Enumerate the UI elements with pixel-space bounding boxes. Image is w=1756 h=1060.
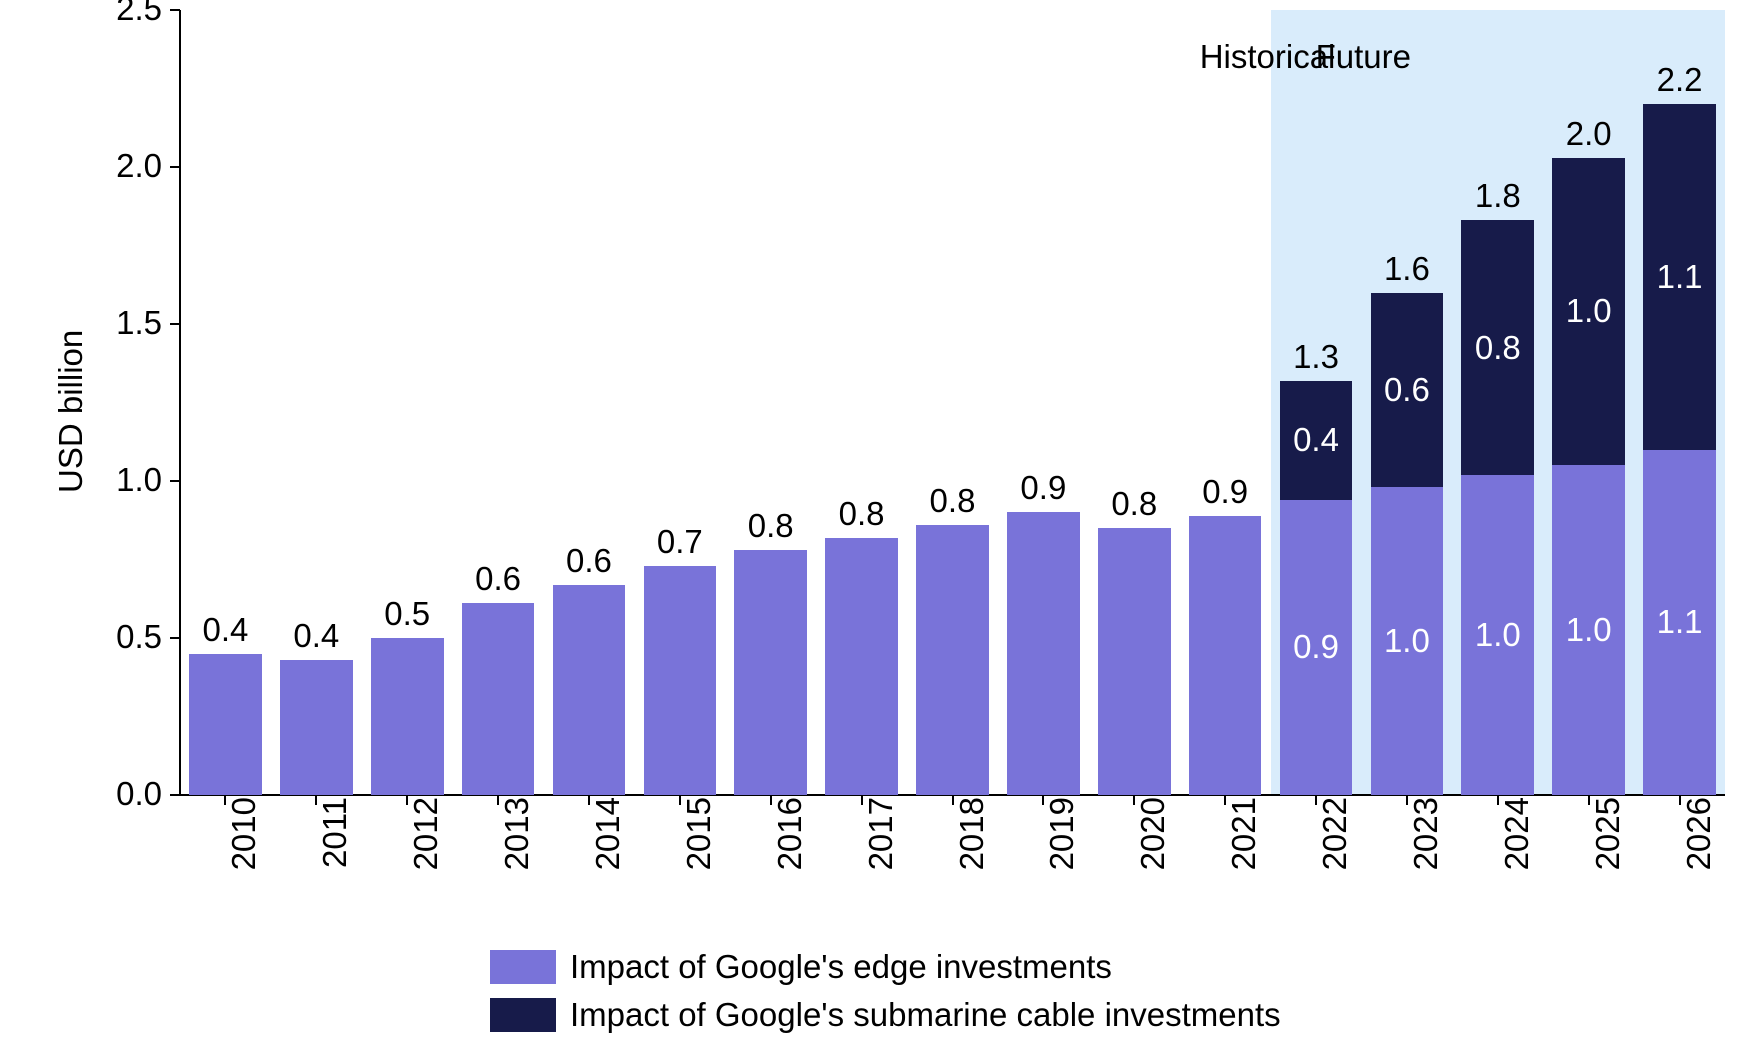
bar-segment-label-edge: 1.1 [1643,603,1716,641]
bar-total-label: 0.9 [997,469,1090,507]
legend-swatch-edge [490,950,556,984]
x-tick-label: 2015 [680,797,718,917]
y-tick-label: 2.5 [116,0,162,28]
y-tick-label: 0.0 [116,775,162,813]
bar-total-label: 0.8 [1088,485,1181,523]
bar-total-label: 2.2 [1633,61,1726,99]
legend-label: Impact of Google's edge investments [570,948,1112,986]
bar-segment-edge [280,660,353,795]
bar-total-label: 0.5 [361,595,454,633]
bar-total-label: 0.8 [815,495,908,533]
bar-segment-edge [734,550,807,795]
y-tick-mark [170,794,180,796]
bar-segment-edge [553,585,626,795]
x-tick-label: 2016 [771,797,809,917]
x-tick-label: 2012 [407,797,445,917]
bar-segment-label-submarine: 0.8 [1461,329,1534,367]
x-tick-label: 2017 [862,797,900,917]
x-tick-label: 2025 [1589,797,1627,917]
bar-segment-label-submarine: 0.6 [1371,371,1444,409]
bar-total-label: 0.4 [179,611,272,649]
bar-total-label: 2.0 [1542,115,1635,153]
x-tick-label: 2010 [225,797,263,917]
bar-total-label: 1.8 [1451,177,1544,215]
legend-item-edge: Impact of Google's edge investments [490,948,1112,986]
x-tick-label: 2022 [1316,797,1354,917]
bar-segment-label-edge: 1.0 [1552,611,1625,649]
bar-segment-label-submarine: 1.1 [1643,258,1716,296]
x-tick-label: 2011 [316,797,354,917]
x-tick-label: 2019 [1043,797,1081,917]
bar-total-label: 0.8 [724,507,817,545]
y-tick-mark [170,9,180,11]
bar-segment-edge [1007,512,1080,795]
bar-segment-edge [1189,516,1262,795]
x-tick-label: 2021 [1225,797,1263,917]
bar-segment-label-edge: 1.0 [1461,616,1534,654]
bar-total-label: 1.6 [1361,250,1454,288]
bar-segment-label-submarine: 0.4 [1280,421,1353,459]
bar-total-label: 0.8 [906,482,999,520]
x-tick-label: 2014 [589,797,627,917]
bar-segment-edge [916,525,989,795]
x-tick-label: 2013 [498,797,536,917]
y-axis-label: USD billion [52,329,90,492]
bar-segment-label-edge: 0.9 [1280,628,1353,666]
chart-container: USD billion 0.0 0.5 1.0 1.5 2.0 2.5 2010 2011 2… [0,0,1756,1060]
y-tick-label: 0.5 [116,618,162,656]
bar-segment-edge [644,566,717,795]
bar-total-label: 0.6 [452,560,545,598]
bar-total-label: 1.3 [1270,338,1363,376]
legend-item-submarine: Impact of Google's submarine cable inves… [490,996,1281,1034]
legend: Impact of Google's edge investments Impac… [490,948,1281,1034]
bar-segment-label-submarine: 1.0 [1552,292,1625,330]
y-tick-mark [170,166,180,168]
bar-total-label: 0.7 [634,523,727,561]
bar-segment-edge [462,603,535,795]
bar-segment-label-edge: 1.0 [1371,622,1444,660]
y-tick-label: 2.0 [116,147,162,185]
y-tick-label: 1.5 [116,304,162,342]
legend-swatch-submarine [490,998,556,1032]
bar-total-label: 0.4 [270,617,363,655]
annotation-future: Future [1316,38,1411,76]
bar-total-label: 0.9 [1179,473,1272,511]
bar-segment-edge [1098,528,1171,795]
x-tick-label: 2023 [1407,797,1445,917]
bar-segment-edge [371,638,444,795]
y-tick-mark [170,323,180,325]
bar-total-label: 0.6 [543,542,636,580]
bar-segment-edge [189,654,262,795]
x-tick-label: 2018 [953,797,991,917]
bar-segment-edge [825,538,898,795]
x-tick-label: 2026 [1680,797,1718,917]
y-tick-mark [170,480,180,482]
y-axis-line [179,10,181,795]
y-tick-label: 1.0 [116,461,162,499]
x-tick-label: 2020 [1134,797,1172,917]
x-tick-label: 2024 [1498,797,1536,917]
legend-label: Impact of Google's submarine cable inves… [570,996,1281,1034]
